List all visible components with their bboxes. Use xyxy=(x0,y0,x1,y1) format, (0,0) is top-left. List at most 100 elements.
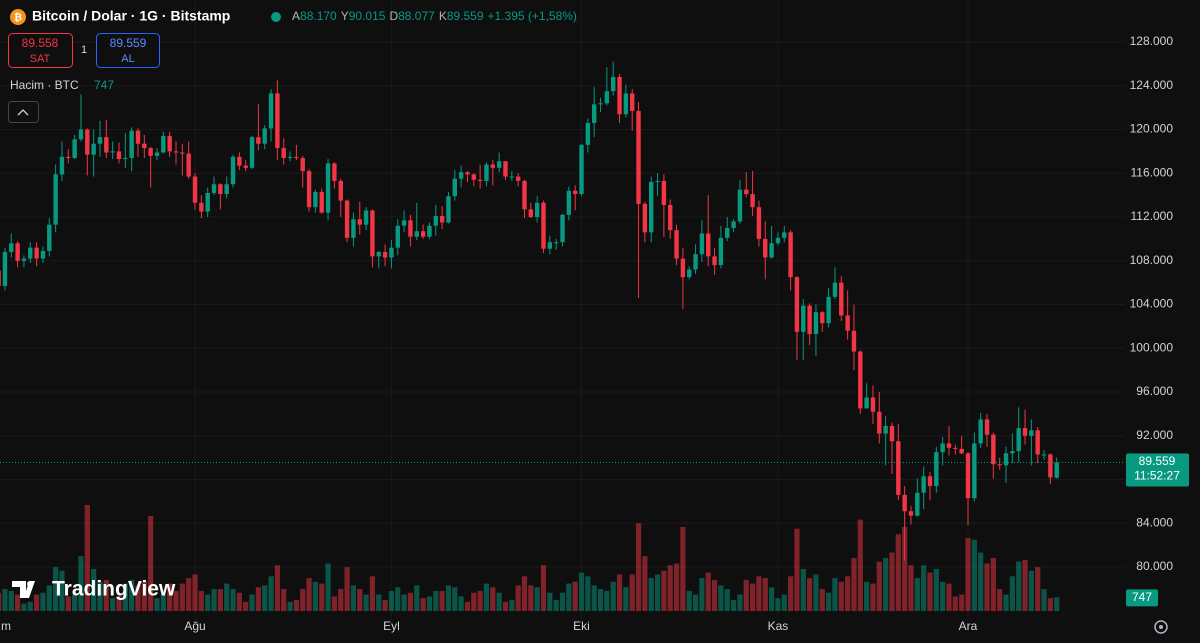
candle-body xyxy=(72,139,77,158)
volume-bar xyxy=(553,600,559,611)
candle-body xyxy=(173,151,179,153)
candle-body xyxy=(395,225,400,248)
volume-bar xyxy=(173,590,179,611)
candle-body xyxy=(439,215,445,223)
candle-body xyxy=(864,397,869,409)
candle-body xyxy=(794,277,800,332)
collapse-button[interactable] xyxy=(8,101,39,123)
candle-body xyxy=(338,180,343,201)
volume-bar xyxy=(749,583,756,611)
volume-bar xyxy=(597,589,604,611)
volume-legend-label: Hacim · BTC xyxy=(10,78,79,92)
candle-body xyxy=(649,182,654,233)
volume-bar xyxy=(471,592,477,611)
volume-bar xyxy=(15,594,21,611)
candle-body xyxy=(420,231,426,237)
volume-bar xyxy=(1009,576,1015,611)
settings-icon[interactable] xyxy=(1154,620,1168,634)
volume-bar xyxy=(59,570,65,611)
volume-bar xyxy=(72,594,78,611)
volume-bar xyxy=(21,603,27,611)
candle-body xyxy=(845,315,850,331)
volume-bar xyxy=(889,552,895,611)
volume-bar xyxy=(217,589,223,611)
y-tick-label: 80.000 xyxy=(1136,559,1173,573)
candle-body xyxy=(636,110,641,204)
volume-bar xyxy=(826,592,832,611)
volume-bar xyxy=(1035,567,1041,611)
volume-bar xyxy=(1054,597,1060,611)
candle-body xyxy=(775,237,781,244)
candle-body xyxy=(706,233,711,257)
volume-bar xyxy=(743,579,749,611)
y-tick-label: 96.000 xyxy=(1136,384,1173,398)
volume-bar xyxy=(414,585,420,611)
volume-bar xyxy=(933,568,939,611)
candle-body xyxy=(585,122,591,145)
candle-body xyxy=(471,174,476,180)
volume-bar xyxy=(388,590,395,611)
y-tick-label: 108.000 xyxy=(1130,253,1174,267)
l-label: D xyxy=(389,9,398,23)
candle-body xyxy=(427,225,432,237)
volume-bar xyxy=(91,568,97,611)
candle-body xyxy=(553,242,559,244)
candle-body xyxy=(763,238,768,258)
volume-bar xyxy=(610,581,616,611)
volume-bar xyxy=(338,589,344,611)
candle-body xyxy=(300,157,305,172)
volume-bar xyxy=(300,589,306,611)
candle-body xyxy=(927,476,933,487)
candle-body xyxy=(47,224,52,251)
candle-body xyxy=(737,189,743,222)
candle-body xyxy=(509,176,515,178)
buy-button[interactable] xyxy=(96,33,160,68)
x-tick-label: Eki xyxy=(573,619,590,633)
candle-body xyxy=(78,129,84,140)
candle-body xyxy=(560,214,565,243)
candle-body xyxy=(674,230,679,259)
candle-body xyxy=(186,153,191,177)
volume-bar xyxy=(559,592,566,611)
y-tick-label: 112.000 xyxy=(1131,209,1174,223)
candle-body xyxy=(104,137,109,153)
candle-body xyxy=(91,143,96,155)
candle-body xyxy=(610,77,616,92)
volume-bar xyxy=(452,587,458,611)
last-price-box xyxy=(1126,453,1189,487)
volume-bar xyxy=(661,570,667,611)
countdown-label: 11:52:27 xyxy=(1134,469,1180,483)
volume-bar xyxy=(635,523,642,611)
o-label: A xyxy=(292,9,300,23)
sell-button[interactable] xyxy=(8,33,73,68)
candle-body xyxy=(655,180,660,183)
candle-body xyxy=(446,196,451,223)
candle-body xyxy=(40,250,46,259)
volume-bar xyxy=(97,581,103,611)
candle-body xyxy=(598,103,603,105)
volume-bar xyxy=(344,567,350,611)
candle-body xyxy=(921,476,926,493)
candle-body xyxy=(154,152,160,156)
candle-body xyxy=(135,130,141,144)
candle-body xyxy=(319,191,324,213)
volume-bar xyxy=(978,552,984,611)
volume-bar xyxy=(236,592,242,611)
candle-body xyxy=(984,419,990,435)
volume-bar xyxy=(870,583,876,611)
candle-body xyxy=(306,171,312,208)
candle-body xyxy=(813,312,819,335)
status-dot xyxy=(271,12,281,22)
candle-body xyxy=(839,282,844,316)
volume-bar xyxy=(160,594,166,611)
volume-bar xyxy=(902,526,908,611)
volume-bar xyxy=(382,600,388,611)
y-tick-label: 84.000 xyxy=(1136,515,1173,529)
candle-body xyxy=(9,243,14,253)
volume-bar xyxy=(395,587,401,611)
candle-body xyxy=(934,452,939,487)
chevron-icon xyxy=(17,109,29,116)
volume-bar xyxy=(211,589,217,611)
candle-body xyxy=(477,179,483,181)
candle-body xyxy=(915,492,920,516)
